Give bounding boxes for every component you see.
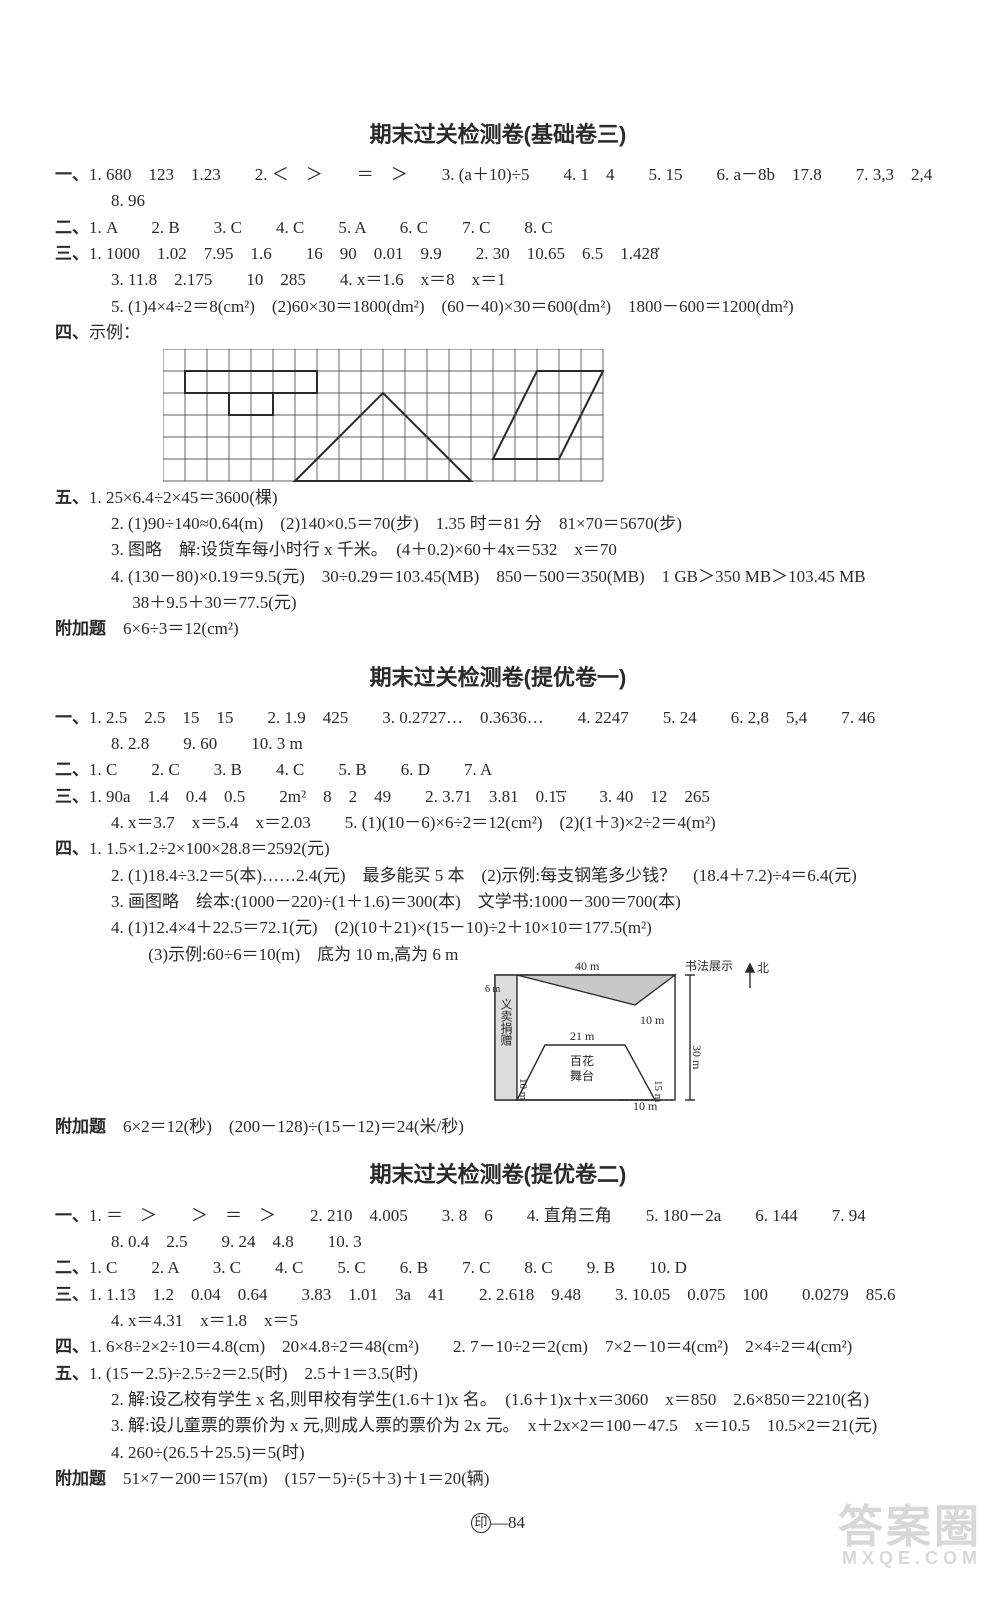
t3-s5-l4: 4. 260÷(26.5＋25.5)＝5(时) [55, 1440, 941, 1466]
t3-s3-l2: 4. x＝4.31 x＝1.8 x＝5 [55, 1308, 941, 1334]
label-er3: 二、 [55, 1258, 89, 1277]
t1-s5-l3: 3. 图略 解:设货车每小时行 x 千米。 (4＋0.2)×60＋4x＝532 … [55, 537, 941, 563]
t3-s1-l1: 一、1. ＝ ＞ ＞ ＝ ＞ 2. 210 4.005 3. 8 6 4. 直角… [55, 1203, 941, 1229]
label-yi3: 一、 [55, 1206, 89, 1225]
label-si3: 四、 [55, 1337, 89, 1356]
svg-text:6 m: 6 m [485, 984, 501, 995]
label-si: 四、 [55, 323, 89, 342]
page-number: 印—84 [55, 1510, 941, 1536]
t1-s2-l1: 二、1. A 2. B 3. C 4. C 5. A 6. C 7. C 8. … [55, 215, 941, 241]
t2-s4-l4: 4. (1)12.4×4＋22.5＝72.1(元) (2)(10＋21)×(15… [55, 915, 941, 941]
t3-s5-i0: 1. (15－2.5)÷2.5÷2＝2.5(时) 2.5＋1＝3.5(时) [89, 1364, 418, 1383]
label-wu: 五、 [55, 488, 89, 507]
test-title-2: 期末过关检测卷(提优卷一) [55, 661, 941, 695]
t1-s1-i0: 1. 680 123 1.23 2. ＜ ＞ ＝ ＞ 3. (a＋10)÷5 4… [89, 165, 932, 184]
svg-text:北: 北 [757, 961, 769, 975]
t1-s5-l4: 4. (130－80)×0.19＝9.5(元) 30÷0.29＝103.45(M… [55, 564, 941, 590]
t3-s5-l3: 3. 解:设儿童票的票价为 x 元,则成人票的票价为 2x 元。 x＋2x×2＝… [55, 1413, 941, 1439]
label-yi2: 一、 [55, 708, 89, 727]
t3-s1-l2: 8. 0.4 2.5 9. 24 4.8 10. 3 [55, 1229, 941, 1255]
t3-s5-l1: 五、1. (15－2.5)÷2.5÷2＝2.5(时) 2.5＋1＝3.5(时) [55, 1361, 941, 1387]
svg-text:10 m: 10 m [640, 1013, 665, 1027]
t1-s1-l2: 8. 96 [55, 188, 941, 214]
watermark-sub: MXQE.COM [838, 1549, 982, 1567]
t1-s1-l1: 一、1. 680 123 1.23 2. ＜ ＞ ＝ ＞ 3. (a＋10)÷5… [55, 162, 941, 188]
svg-text:40 m: 40 m [575, 960, 600, 973]
t2-s5-l1: 附加题 6×2＝12(秒) (200－128)÷(15－12)＝24(米/秒) [55, 1114, 941, 1140]
t2-s1-l2: 8. 2.8 9. 60 10. 3 m [55, 731, 941, 757]
label-er2: 二、 [55, 760, 89, 779]
t1-s4-i0: 示例： [89, 323, 140, 342]
t1-s3-i0: 1. 1000 1.02 7.95 1.6 16 90 0.01 9.9 2. … [89, 244, 659, 263]
t2-s1-l1: 一、1. 2.5 2.5 15 15 2. 1.9 425 3. 0.2727…… [55, 705, 941, 731]
t2-s5-i0: 6×2＝12(秒) (200－128)÷(15－12)＝24(米/秒) [106, 1117, 464, 1136]
label-san2: 三、 [55, 787, 89, 806]
label-fujia2: 附加题 [55, 1117, 106, 1136]
t1-s5-l5: 38＋9.5＋30＝77.5(元) [55, 590, 941, 616]
label-fujia3: 附加题 [55, 1469, 106, 1488]
label-san: 三、 [55, 244, 89, 263]
svg-text:21 m: 21 m [570, 1029, 595, 1043]
label-fujia: 附加题 [55, 619, 106, 638]
t3-s5-l2: 2. 解:设乙校有学生 x 名,则甲校有学生(1.6＋1)x 名。 (1.6＋1… [55, 1387, 941, 1413]
t3-s6-i0: 51×7－200＝157(m) (157－5)÷(5＋3)＋1＝20(辆) [106, 1469, 489, 1488]
label-er: 二、 [55, 218, 89, 237]
test-title-3: 期末过关检测卷(提优卷二) [55, 1158, 941, 1192]
svg-text:10 m: 10 m [517, 1078, 529, 1101]
t2-s4-l2: 2. (1)18.4÷3.2＝5(本)……2.4(元) 最多能买 5 本 (2)… [55, 863, 941, 889]
label-wu3: 五、 [55, 1364, 89, 1383]
t1-s5-l2: 2. (1)90÷140≈0.64(m) (2)140×0.5＝70(步) 1.… [55, 511, 941, 537]
t1-s3-l3: 5. (1)4×4÷2＝8(cm²) (2)60×30＝1800(dm²) (6… [55, 294, 941, 320]
t2-s2-l1: 二、1. C 2. C 3. B 4. C 5. B 6. D 7. A [55, 757, 941, 783]
t1-s2-i0: 1. A 2. B 3. C 4. C 5. A 6. C 7. C 8. C [89, 218, 553, 237]
svg-text:舞台: 舞台 [570, 1068, 594, 1083]
t3-s1-i0: 1. ＝ ＞ ＞ ＝ ＞ 2. 210 4.005 3. 8 6 4. 直角三角… [89, 1206, 866, 1225]
t1-s5-l1: 五、1. 25×6.4÷2×45＝3600(棵) [55, 485, 941, 511]
t3-s6-l1: 附加题 51×7－200＝157(m) (157－5)÷(5＋3)＋1＝20(辆… [55, 1466, 941, 1492]
t3-s2-i0: 1. C 2. A 3. C 4. C 5. C 6. B 7. C 8. C … [89, 1258, 687, 1277]
svg-text:百花: 百花 [570, 1053, 594, 1068]
t1-s3-l2: 3. 11.8 2.175 10 285 4. x＝1.6 x＝8 x＝1 [55, 267, 941, 293]
grid-figure [163, 349, 941, 483]
t3-s4-i0: 1. 6×8÷2×2÷10＝4.8(cm) 20×4.8÷2＝48(cm²) 2… [89, 1337, 852, 1356]
svg-text:30 m: 30 m [690, 1045, 704, 1070]
t2-s1-i0: 1. 2.5 2.5 15 15 2. 1.9 425 3. 0.2727… 0… [89, 708, 875, 727]
t1-s6-l1: 附加题 6×6÷3＝12(cm²) [55, 616, 941, 642]
svg-text:义卖捐赠: 义卖捐赠 [499, 998, 513, 1046]
t3-s3-l1: 三、1. 1.13 1.2 0.04 0.64 3.83 1.01 3a 41 … [55, 1282, 941, 1308]
t2-s3-l2: 4. x＝3.7 x＝5.4 x＝2.03 5. (1)(10－6)×6÷2＝1… [55, 810, 941, 836]
watermark: 答案圈 MXQE.COM [838, 1504, 982, 1567]
t1-s6-i0: 6×6÷3＝12(cm²) [106, 619, 239, 638]
t2-s2-i0: 1. C 2. C 3. B 4. C 5. B 6. D 7. A [89, 760, 492, 779]
stage-diagram: 义卖捐赠 百花 舞台 40 m 6 m 10 m 21 m 10 m 15 m … [475, 960, 941, 1110]
t1-s3-l1: 三、1. 1000 1.02 7.95 1.6 16 90 0.01 9.9 2… [55, 241, 941, 267]
page-num-text: —84 [491, 1513, 525, 1532]
t1-s5-i0: 1. 25×6.4÷2×45＝3600(棵) [89, 488, 278, 507]
t3-s2-l1: 二、1. C 2. A 3. C 4. C 5. C 6. B 7. C 8. … [55, 1255, 941, 1281]
page-letter: 印 [471, 1513, 491, 1533]
watermark-main: 答案圈 [838, 1501, 982, 1552]
t2-s3-l1: 三、1. 90a 1.4 0.4 0.5 2m² 8 2 49 2. 3.71 … [55, 784, 941, 810]
test-title-1: 期末过关检测卷(基础卷三) [55, 118, 941, 152]
t2-s4-l1: 四、1. 1.5×1.2÷2×100×28.8＝2592(元) [55, 836, 941, 862]
svg-text:书法展示: 书法展示 [685, 960, 733, 973]
t3-s3-i0: 1. 1.13 1.2 0.04 0.64 3.83 1.01 3a 41 2.… [89, 1285, 896, 1304]
label-si2: 四、 [55, 839, 89, 858]
t1-s4-l1: 四、示例： [55, 320, 941, 346]
label-san3: 三、 [55, 1285, 89, 1304]
label-yi: 一、 [55, 165, 89, 184]
t2-s4-l3: 3. 画图略 绘本:(1000－220)÷(1＋1.6)＝300(本) 文学书:… [55, 889, 941, 915]
t2-s3-i0: 1. 90a 1.4 0.4 0.5 2m² 8 2 49 2. 3.71 3.… [89, 787, 710, 806]
t2-s4-i0: 1. 1.5×1.2÷2×100×28.8＝2592(元) [89, 839, 330, 858]
t3-s4-l1: 四、1. 6×8÷2×2÷10＝4.8(cm) 20×4.8÷2＝48(cm²)… [55, 1334, 941, 1360]
